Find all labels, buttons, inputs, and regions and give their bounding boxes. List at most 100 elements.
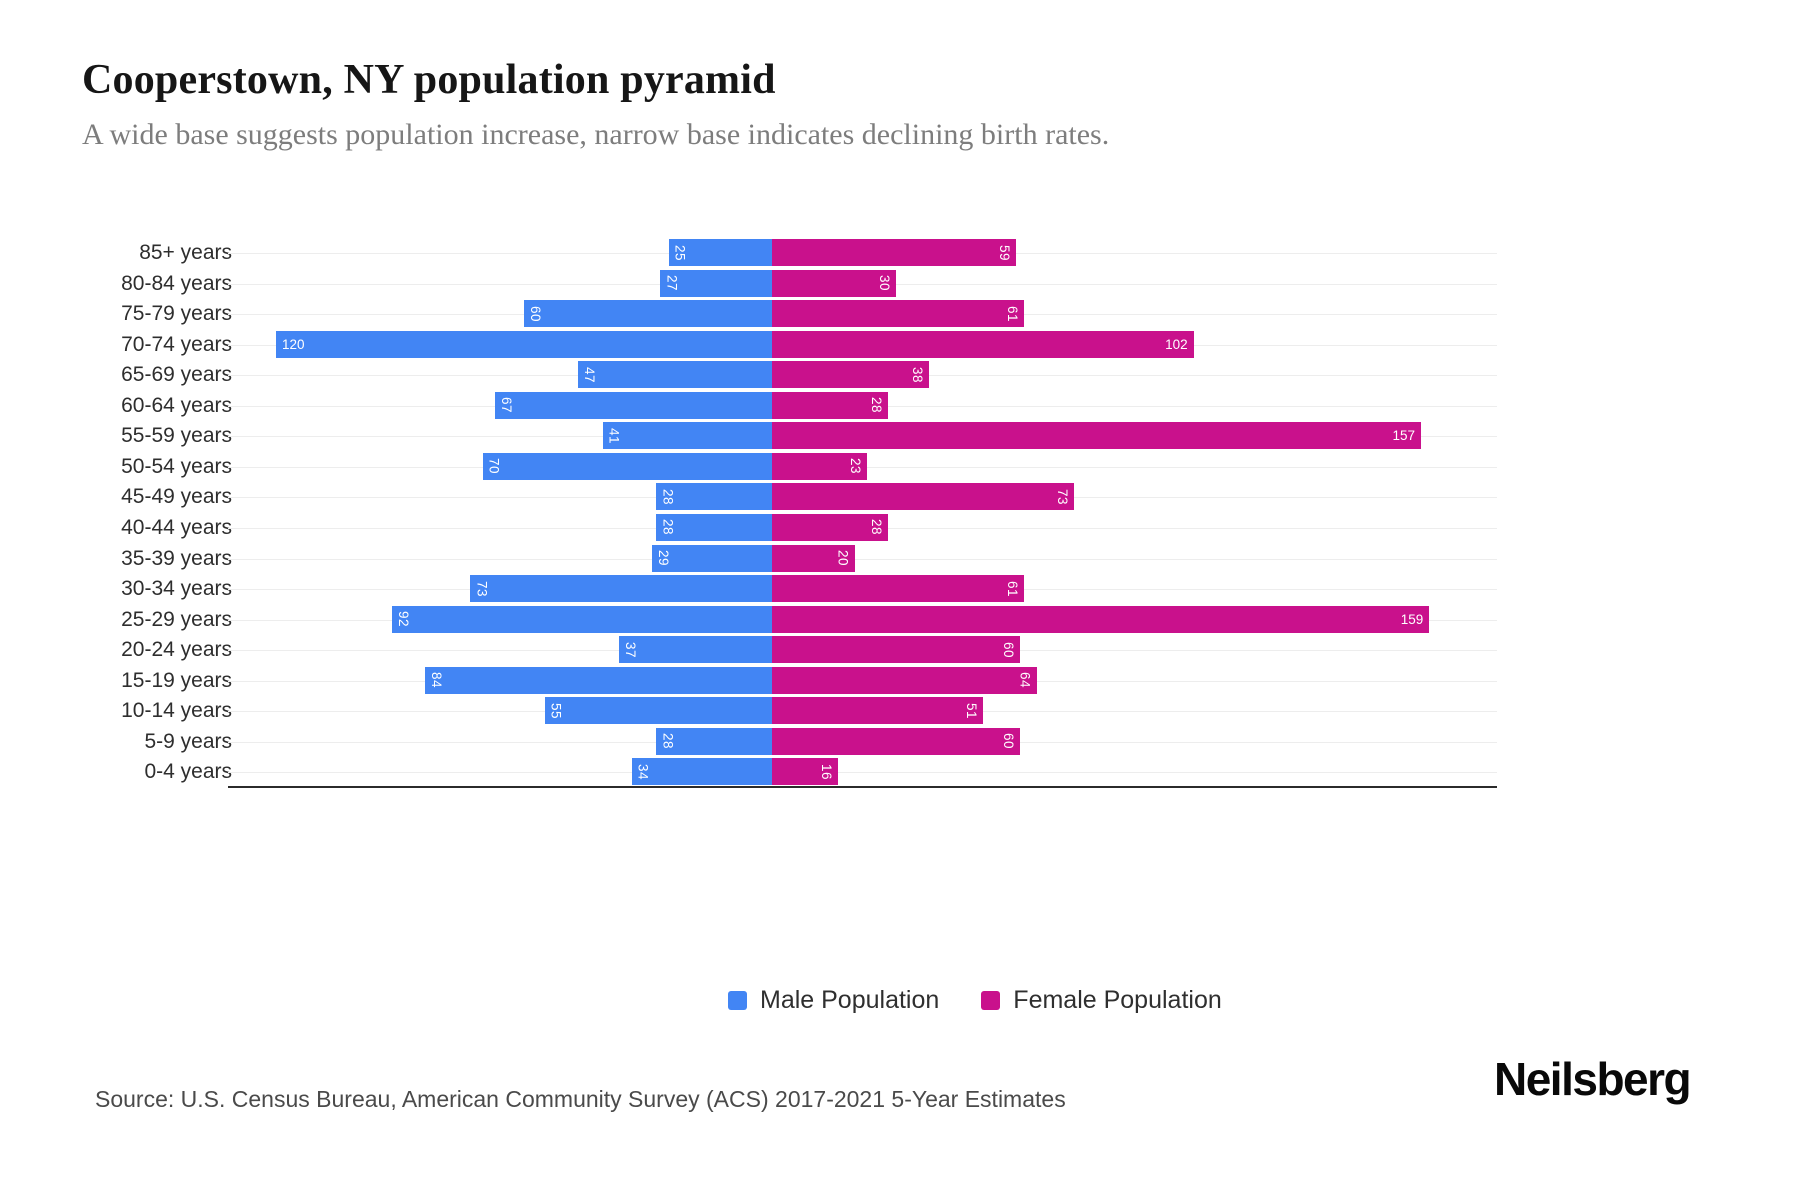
age-group-label: 10-14 years bbox=[121, 699, 232, 723]
legend-item-female[interactable]: Female Population bbox=[981, 986, 1222, 1015]
female-bar-value: 59 bbox=[996, 244, 1012, 261]
female-bar-value: 60 bbox=[1001, 641, 1017, 658]
female-bar: 73 bbox=[772, 483, 1074, 511]
female-bar-value: 60 bbox=[1001, 733, 1017, 750]
male-bar-value: 92 bbox=[395, 611, 411, 628]
age-group-label: 0-4 years bbox=[144, 760, 232, 784]
female-bar-value: 23 bbox=[848, 458, 864, 475]
female-bar: 60 bbox=[772, 727, 1021, 755]
male-bar: 25 bbox=[668, 239, 773, 266]
age-group-label: 45-49 years bbox=[121, 485, 232, 509]
male-bar: 34 bbox=[631, 758, 773, 786]
male-bar: 27 bbox=[660, 269, 773, 297]
male-bar-value: 47 bbox=[581, 366, 597, 383]
pyramid-plot-area: 25 59 27 30 60 61 120 102 47 38 67 28 41 157 70 23 28 73 2… bbox=[228, 239, 1497, 788]
male-bar: 55 bbox=[544, 697, 773, 725]
female-bar: 64 bbox=[772, 666, 1037, 694]
male-bar: 60 bbox=[524, 300, 773, 328]
age-group-label: 75-79 years bbox=[121, 302, 232, 326]
male-bar: 73 bbox=[470, 575, 773, 603]
age-group-label: 20-24 years bbox=[121, 638, 232, 662]
female-bar: 61 bbox=[772, 300, 1025, 328]
female-bar: 16 bbox=[772, 758, 839, 786]
male-bar: 28 bbox=[656, 727, 773, 755]
age-group-label: 60-64 years bbox=[121, 393, 232, 417]
male-bar: 41 bbox=[602, 422, 773, 450]
female-bar-value: 38 bbox=[910, 366, 926, 383]
female-bar: 102 bbox=[772, 330, 1194, 358]
source-attribution: Source: U.S. Census Bureau, American Com… bbox=[95, 1086, 1066, 1112]
female-bar-value: 159 bbox=[1400, 611, 1424, 627]
age-group-label: 35-39 years bbox=[121, 546, 232, 570]
male-bar: 29 bbox=[652, 544, 773, 572]
age-group-label: 15-19 years bbox=[121, 668, 232, 692]
male-bar-value: 37 bbox=[623, 641, 639, 658]
chart-legend: Male Population Female Population bbox=[728, 986, 1222, 1015]
male-bar-value: 60 bbox=[528, 305, 544, 322]
female-bar: 20 bbox=[772, 544, 855, 572]
age-group-label: 25-29 years bbox=[121, 607, 232, 631]
male-bar: 67 bbox=[495, 391, 773, 419]
male-bar-value: 28 bbox=[660, 519, 676, 536]
female-bar: 61 bbox=[772, 575, 1025, 603]
male-bar-value: 25 bbox=[672, 244, 688, 261]
age-group-label: 80-84 years bbox=[121, 271, 232, 295]
male-bar-value: 27 bbox=[664, 275, 680, 292]
female-bar-value: 157 bbox=[1392, 428, 1415, 444]
male-bar-value: 70 bbox=[486, 458, 502, 475]
age-group-label: 40-44 years bbox=[121, 515, 232, 539]
female-bar-value: 20 bbox=[835, 549, 851, 567]
male-bar: 92 bbox=[391, 605, 773, 633]
female-legend-swatch bbox=[981, 991, 1001, 1010]
age-group-label: 30-34 years bbox=[121, 577, 232, 601]
x-axis-line bbox=[228, 786, 1497, 788]
female-bar: 28 bbox=[772, 513, 888, 541]
male-bar-value: 29 bbox=[656, 549, 672, 567]
female-bar-value: 64 bbox=[1017, 672, 1033, 689]
male-bar-value: 41 bbox=[606, 427, 622, 444]
age-group-label: 85+ years bbox=[139, 241, 232, 264]
male-bar-value: 34 bbox=[635, 763, 651, 780]
male-bar: 70 bbox=[482, 452, 773, 480]
female-bar: 30 bbox=[772, 269, 897, 297]
age-group-label: 70-74 years bbox=[121, 332, 232, 356]
female-bar: 38 bbox=[772, 361, 930, 389]
male-bar-value: 28 bbox=[660, 488, 676, 505]
row-gridline bbox=[228, 772, 1497, 774]
male-bar: 28 bbox=[656, 513, 773, 541]
male-bar-value: 84 bbox=[428, 672, 444, 689]
page-title: Cooperstown, NY population pyramid bbox=[82, 57, 776, 103]
female-bar-value: 61 bbox=[1005, 305, 1021, 322]
male-bar: 120 bbox=[276, 330, 773, 358]
male-legend-label: Male Population bbox=[760, 986, 940, 1014]
female-bar-value: 102 bbox=[1165, 336, 1188, 352]
age-group-label: 50-54 years bbox=[121, 454, 232, 478]
male-bar-value: 73 bbox=[474, 580, 490, 597]
male-bar-value: 55 bbox=[548, 702, 564, 719]
female-bar: 51 bbox=[772, 697, 983, 725]
female-bar: 60 bbox=[772, 636, 1021, 664]
male-bar-value: 67 bbox=[499, 397, 515, 414]
neilsberg-logo: Neilsberg bbox=[1494, 1053, 1692, 1105]
chart-subtitle: A wide base suggests population increase… bbox=[82, 118, 1110, 151]
male-bar-value: 28 bbox=[660, 733, 676, 750]
female-bar: 157 bbox=[772, 422, 1421, 450]
female-bar: 59 bbox=[772, 239, 1016, 266]
female-bar-value: 30 bbox=[877, 275, 893, 292]
female-bar: 28 bbox=[772, 391, 888, 419]
female-bar-value: 51 bbox=[963, 702, 979, 719]
age-group-label: 5-9 years bbox=[144, 729, 232, 753]
legend-item-male[interactable]: Male Population bbox=[728, 986, 939, 1015]
male-bar: 28 bbox=[656, 483, 773, 511]
female-bar: 23 bbox=[772, 452, 868, 480]
female-bar: 159 bbox=[772, 605, 1430, 633]
female-bar-value: 61 bbox=[1005, 580, 1021, 597]
male-bar: 47 bbox=[577, 361, 773, 389]
female-bar-value: 28 bbox=[868, 519, 884, 536]
female-bar-value: 28 bbox=[868, 397, 884, 414]
male-legend-swatch bbox=[728, 991, 747, 1010]
age-group-label: 65-69 years bbox=[121, 363, 232, 387]
female-bar-value: 16 bbox=[819, 763, 835, 780]
male-bar-value: 120 bbox=[282, 336, 305, 352]
row-gridline bbox=[228, 558, 1497, 560]
